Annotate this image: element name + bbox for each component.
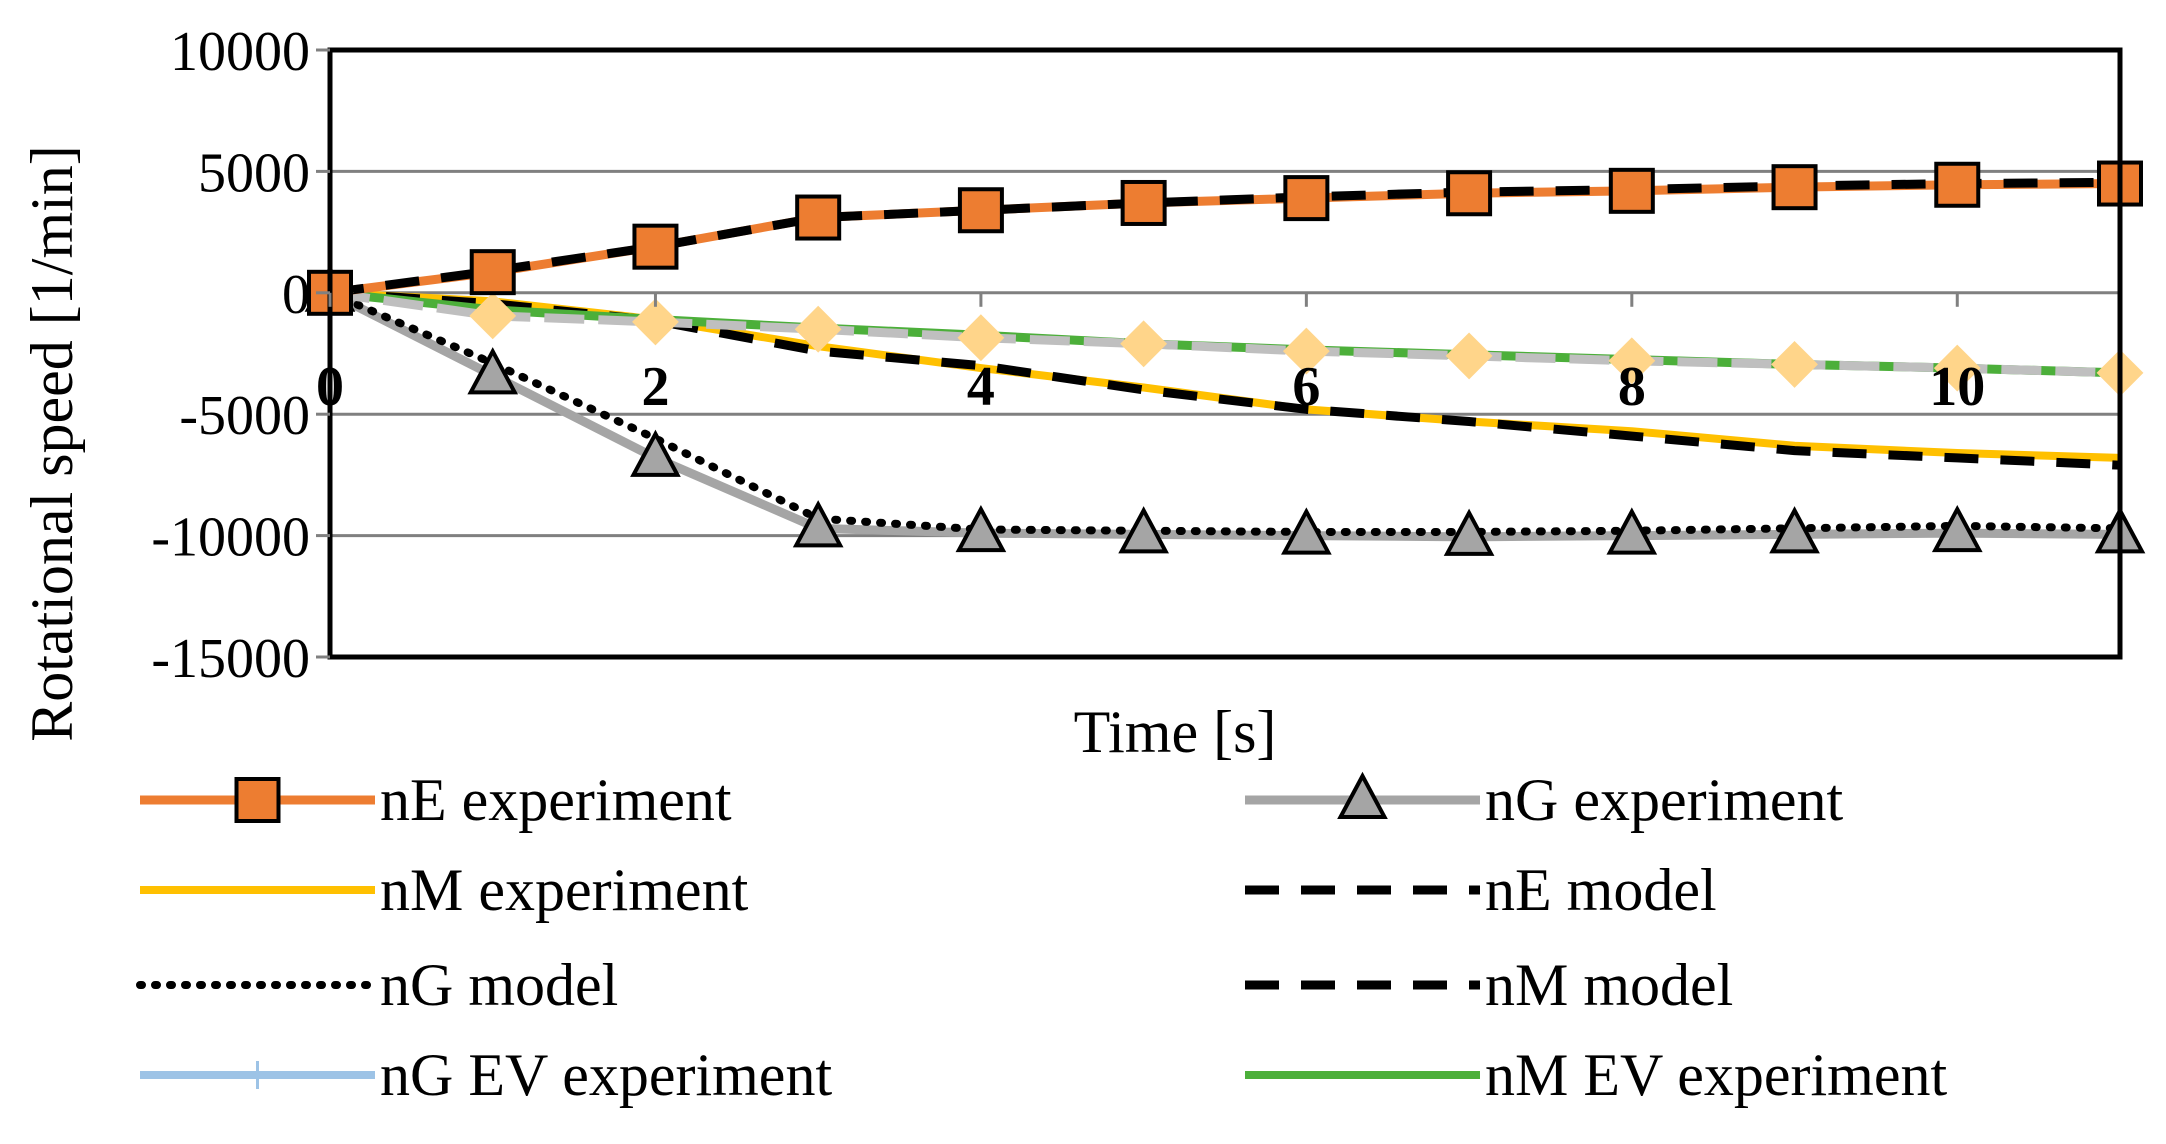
legend-label: nG experiment [1485,767,1844,833]
series-line-ng-model [326,288,2124,536]
y-axis-label: Rotational speed [1/min] [19,145,85,742]
x-tick-label: 6 [1292,356,1320,418]
legend-item: nG experiment [1245,767,1844,833]
legend-item: nM EV experiment [1245,1042,1947,1108]
series-line-ne-model [329,177,2121,298]
marker-ng-experiment [1281,507,1332,555]
marker-ng-ev-experiment [794,305,842,353]
x-tick-label: 0 [316,356,344,418]
marker-ng-ev-experiment [957,314,1005,362]
legend-item: nM model [1245,952,1733,1018]
plot-frame [327,47,2123,660]
legend-item: nG EV experiment [140,1042,832,1108]
marker-ng-ev-experiment [1933,344,1981,392]
marker-ng-experiment [955,504,1007,553]
series-layer [304,160,2146,556]
legend-label: nE experiment [380,767,732,833]
marker-ng-experiment [792,500,844,548]
y-tick-label: -5000 [179,385,310,447]
y-tick-label: 10000 [170,21,310,83]
marker-ng-ev-experiment [469,292,517,340]
x-tick-label: 2 [641,356,669,418]
marker-ng-experiment [630,429,681,477]
y-tick-label: 0 [282,264,310,326]
marker-ng-ev-experiment [1771,341,1818,388]
marker-ne-experiment [1934,161,1981,208]
y-axis: 10000 5000 0 -5000 -10000 -15000 [151,21,330,690]
y-tick-label: -10000 [151,507,310,569]
marker-ne-experiment [1446,170,1493,217]
x-axis: 0 2 4 6 8 10 [316,292,1985,418]
marker-ne-experiment [469,249,516,296]
x-tick-label: 4 [967,356,995,418]
legend-label: nM EV experiment [1485,1042,1947,1108]
marker-ne-experiment [957,187,1004,234]
marker-ng-experiment [467,347,519,395]
marker-ne-experiment [1771,164,1818,211]
y-tick-label: -15000 [151,628,310,690]
series-line-ng-ev-experiment [329,288,2121,378]
legend-item: nG model [136,952,618,1018]
marker-ne-experiment [1608,167,1655,214]
legend-label: nG EV experiment [380,1042,832,1108]
legend-marker [1337,771,1388,819]
legend-label: nG model [380,952,618,1018]
marker-ne-experiment [1120,179,1167,226]
legend: nE experiment nG experiment nM experiment n… [136,767,1947,1108]
x-tick-label: 8 [1618,356,1646,418]
marker-ng-ev-experiment [1608,337,1656,385]
marker-ne-experiment [1283,175,1330,222]
marker-ng-experiment [1443,508,1495,556]
legend-item: nM experiment [140,857,749,923]
marker-ng-ev-experiment [1282,327,1330,375]
marker-ng-ev-experiment [632,298,679,346]
legend-label: nE model [1485,857,1717,923]
marker-ng-experiment [1769,506,1820,554]
marker-ne-experiment [632,223,679,270]
legend-label: nM experiment [380,857,749,923]
marker-ng-ev-experiment [1120,320,1168,368]
legend-item: nE model [1245,857,1717,923]
x-axis-label: Time [s] [1074,699,1277,765]
marker-ng-experiment [1606,507,1658,555]
marker-ng-experiment [1118,506,1169,554]
gridlines [330,48,2120,659]
legend-item: nE experiment [140,767,732,833]
legend-marker [234,777,281,823]
y-tick-label: 5000 [198,142,310,204]
x-tick-label: 10 [1929,356,1985,418]
marker-ne-experiment [795,194,842,241]
legend-label: nM model [1485,952,1733,1018]
marker-ng-ev-experiment [1445,332,1493,380]
marker-ng-experiment [1931,504,1983,553]
series-line-nm-ev-experiment [329,288,2121,378]
